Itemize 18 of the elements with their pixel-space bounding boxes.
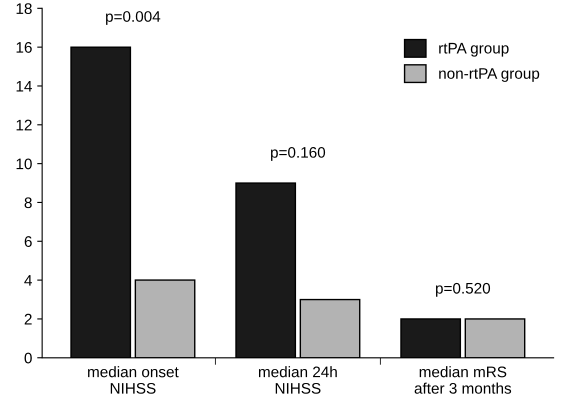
x-tick-label: median mRS after 3 months (414, 366, 512, 394)
x-tick-label: median onset NIHSS (88, 366, 179, 394)
y-tick-label: 8 (24, 197, 32, 208)
annotation: p=0.004 (106, 11, 160, 25)
y-tick-label: 12 (16, 120, 32, 130)
x-tick-label: median 24h NIHSS (258, 366, 337, 394)
y-tick-label: 16 (16, 42, 32, 53)
legend-label: non-rtPA group (439, 68, 540, 82)
y-tick-label: 6 (24, 236, 32, 247)
y-tick-label: 4 (24, 275, 32, 286)
y-tick-label: 10 (16, 158, 32, 170)
legend-label: rtPA group (439, 42, 509, 57)
y-tick-label: 18 (16, 3, 32, 14)
y-tick-label: 0 (24, 352, 32, 364)
y-tick-label: 14 (16, 81, 32, 92)
annotation: p=0.520 (436, 282, 490, 297)
y-tick-label: 2 (24, 314, 32, 324)
annotation: p=0.160 (271, 146, 326, 161)
